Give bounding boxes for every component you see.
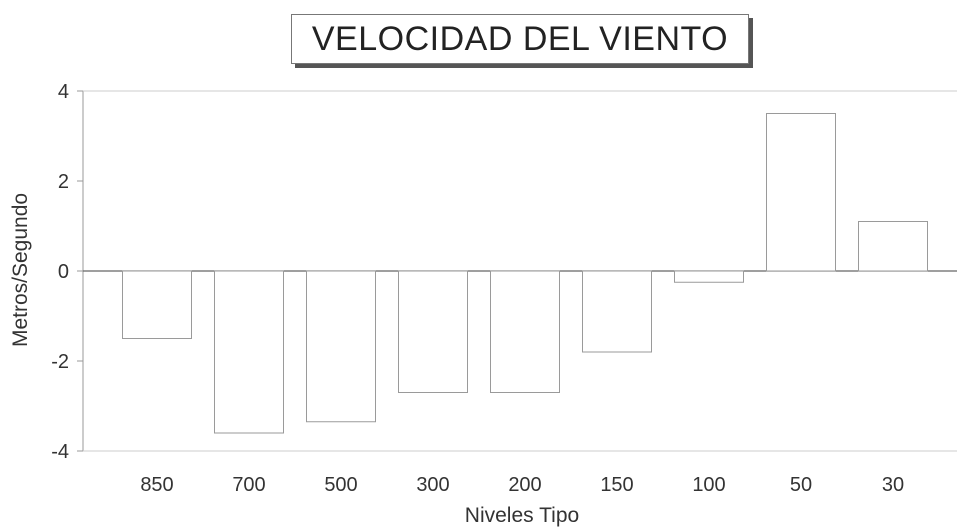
x-tick-label: 50	[790, 474, 812, 496]
bar-200	[490, 270, 560, 393]
y-tick-label: 4	[58, 81, 69, 103]
x-tick-label: 200	[508, 474, 541, 496]
x-tick-label: 500	[324, 474, 357, 496]
bar-30	[858, 221, 928, 272]
bar-500	[306, 270, 376, 423]
bar-850	[122, 270, 192, 339]
x-tick-label: 30	[882, 474, 904, 496]
x-tick-label: 150	[600, 474, 633, 496]
x-tick-label: 300	[416, 474, 449, 496]
y-tick-labels: 4 2 0 -2 -4	[51, 81, 83, 463]
bar-150	[582, 270, 652, 353]
x-axis-label: Niveles Tipo	[465, 504, 579, 527]
x-tick-label: 700	[232, 474, 265, 496]
y-tick-label: -4	[51, 441, 69, 463]
chart-title: VELOCIDAD DEL VIENTO	[291, 14, 749, 64]
x-tick-labels: 850 700 500 300 200 150 100 50 30	[140, 474, 904, 496]
y-tick-label: 0	[58, 261, 69, 283]
bar-series	[122, 113, 928, 434]
x-tick-label: 850	[140, 474, 173, 496]
y-tick-label: 2	[58, 171, 69, 193]
bar-300	[398, 270, 468, 393]
bar-700	[214, 270, 284, 434]
y-tick-label: -2	[51, 351, 69, 373]
y-axis-label: Metros/Segundo	[9, 193, 32, 347]
x-tick-label: 100	[692, 474, 725, 496]
bar-50	[766, 113, 836, 272]
bar-100	[674, 270, 744, 283]
